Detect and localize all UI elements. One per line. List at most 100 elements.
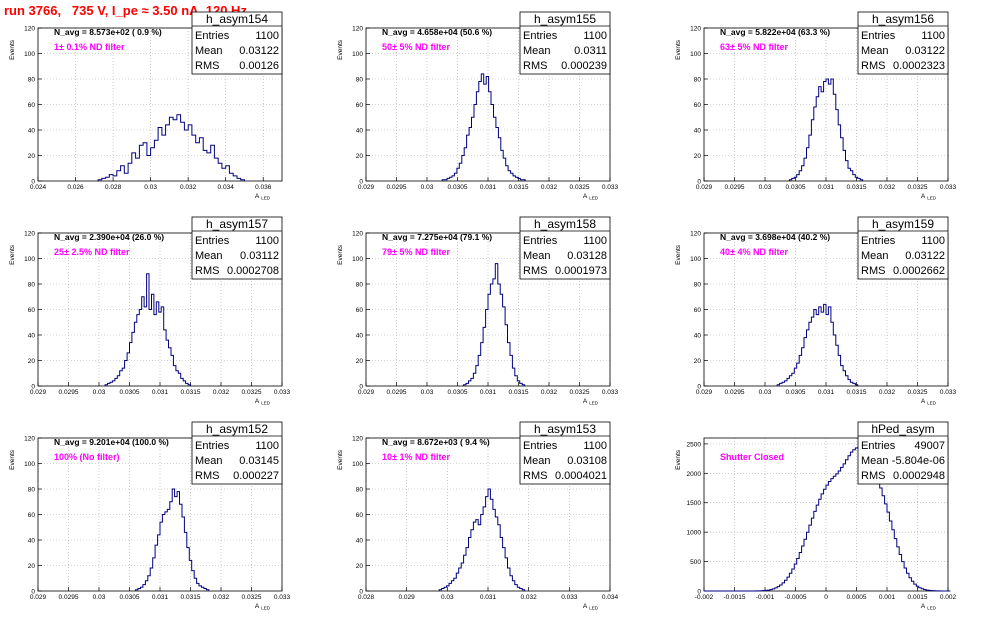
histogram-title: hPed_asym [871,422,934,436]
x-axis-title: A LED [921,603,937,611]
histogram-title: h_asym158 [534,217,596,231]
x-tick-label: -0.002 [695,594,714,601]
y-tick-label: 80 [356,487,364,494]
histogram-title: h_asym155 [534,12,596,26]
x-tick-label: 0.03 [93,594,106,601]
histogram-panel-hPed_asym: -0.002 -0.0015 -0.001 -0.0005 0 0.0005 0.001 0.… [675,421,957,611]
histogram-series [438,488,526,591]
stats-box [857,421,949,485]
x-tick-label: 0 [824,594,828,601]
x-axis-title: A LED [921,193,937,201]
histogram-panel-h_asym159: 0.029 0.0295 0.03 0.0305 0.031 0.0315 0.032 0.0… [675,216,957,406]
y-tick-label: 20 [356,358,364,365]
filter-label: 40± 4% ND filter [720,247,788,257]
histogram-title: h_asym152 [206,422,268,436]
y-tick-label: 0 [697,589,701,596]
x-tick-label: 0.03 [93,389,106,396]
stats-value: 0.0001973 [555,265,607,277]
y-tick-label: 40 [694,128,702,135]
stats-box [191,216,283,280]
y-tick-label: 120 [24,231,35,238]
n-avg-label: N_avg = 5.822e+04 (63.3 %) [720,27,830,37]
histogram-series [104,273,191,386]
x-tick-label: 0.0305 [120,594,140,601]
x-tick-label: 0.0015 [908,594,928,601]
stats-value: 0.03145 [239,455,279,467]
y-tick-label: 100 [352,256,363,263]
histogram-series [135,488,210,591]
x-tick-label: 0.03 [759,184,772,191]
x-axis-title: A LED [255,398,271,406]
n-avg-label: N_avg = 8.573e+02 ( 0.9 %) [54,27,162,37]
stats-box [519,216,611,280]
x-tick-label: 0.031 [818,184,835,191]
y-tick-label: 0 [31,179,35,186]
histogram-series [776,303,859,386]
y-tick-label: 100 [24,461,35,468]
y-axis-title: Events [337,244,344,265]
y-tick-label: 120 [352,231,363,238]
x-tick-label: 0.034 [602,594,619,601]
y-tick-label: 100 [690,51,701,58]
stats-value: 1100 [583,440,607,452]
x-tick-label: 0.029 [696,184,713,191]
x-tick-label: 0.0295 [725,184,745,191]
filter-label: 50± 5% ND filter [382,42,450,52]
x-axis-title: A LED [583,193,599,201]
x-tick-label: 0.032 [213,594,230,601]
x-tick-label: 0.031 [152,594,169,601]
stats-value: 1100 [255,440,279,452]
x-tick-label: 0.033 [561,594,578,601]
y-tick-label: 100 [24,256,35,263]
y-tick-label: 20 [28,153,36,160]
y-tick-label: 60 [28,307,36,314]
n-avg-label: N_avg = 4.658e+04 (50.6 %) [382,27,492,37]
stats-label: Entries [523,235,558,247]
histogram-panel-h_asym152: 0.029 0.0295 0.03 0.0305 0.031 0.0315 0.032 0.0… [9,421,291,611]
y-tick-label: 1000 [687,530,702,537]
x-axis-subscript: LED [927,606,937,611]
stats-value: -5.804e-06 [892,455,945,467]
x-tick-label: 0.031 [152,389,169,396]
stats-label: Mean [523,455,551,467]
x-tick-label: 0.0325 [242,389,262,396]
stats-value: 0.03122 [905,45,945,57]
x-axis-subscript: LED [261,606,271,611]
histogram-panel-h_asym154: 0.024 0.026 0.028 0.03 0.032 0.034 0.036 0 20 40 6… [9,11,283,201]
x-tick-label: 0.03 [144,184,157,191]
x-axis-title: A LED [583,603,599,611]
y-axis-title: Events [337,39,344,60]
y-tick-label: 60 [356,512,364,519]
x-tick-label: 0.033 [274,594,291,601]
stats-label: Entries [523,30,558,42]
y-tick-label: 1500 [687,500,702,507]
y-tick-label: 2000 [687,471,702,478]
x-tick-label: 0.0005 [847,594,867,601]
stats-label: RMS [523,470,547,482]
y-tick-label: 40 [694,333,702,340]
y-tick-label: 500 [690,559,701,566]
x-tick-label: 0.029 [399,594,416,601]
histogram-series [463,263,526,386]
x-tick-label: -0.0015 [723,594,745,601]
y-axis-title: Events [9,244,16,265]
y-tick-label: 60 [356,307,364,314]
stats-label: RMS [861,470,885,482]
stats-box [519,11,611,75]
x-tick-label: 0.0315 [847,184,867,191]
histogram-title: h_asym154 [206,12,268,26]
y-tick-label: 80 [694,282,702,289]
y-tick-label: 40 [28,538,36,545]
x-tick-label: 0.0315 [181,594,201,601]
histogram-series [704,446,951,592]
stats-label: Entries [861,235,896,247]
x-tick-label: -0.001 [756,594,775,601]
y-tick-label: 100 [24,51,35,58]
y-tick-label: 20 [694,358,702,365]
y-tick-label: 120 [352,436,363,443]
histogram-title: h_asym156 [872,12,934,26]
y-tick-label: 20 [28,563,36,570]
stats-label: Mean [195,250,223,262]
y-axis-title: Events [675,449,682,470]
x-axis-title: A LED [255,603,271,611]
